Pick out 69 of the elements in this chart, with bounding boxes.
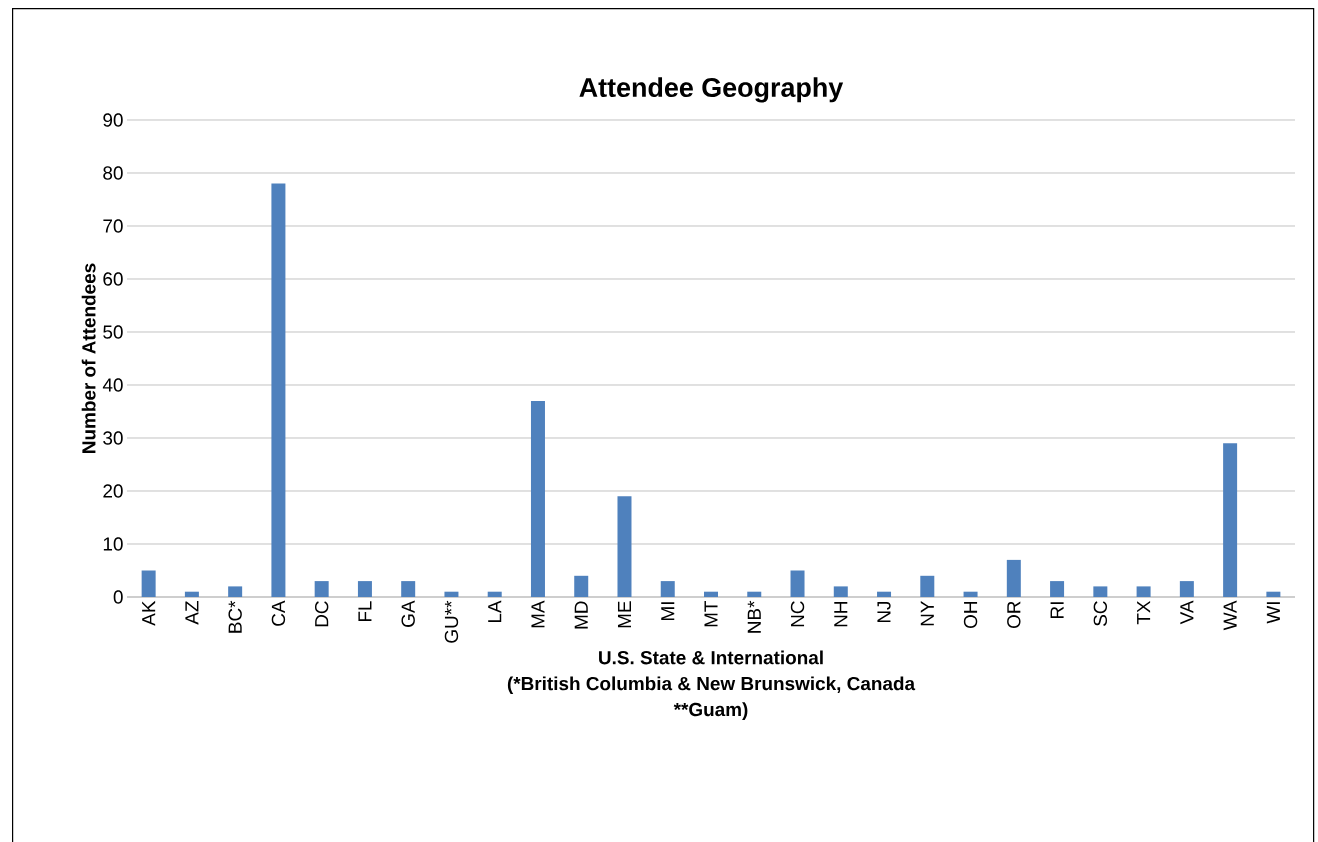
x-tick-label: RI bbox=[1050, 602, 1064, 618]
x-tick-label: MD bbox=[574, 601, 588, 629]
bar bbox=[228, 586, 243, 597]
x-axis-title: U.S. State & International bbox=[599, 650, 823, 665]
bar bbox=[401, 581, 416, 597]
y-tick-label: 90 bbox=[103, 113, 123, 127]
y-tick-label: 10 bbox=[103, 537, 123, 551]
x-tick-label: BC* bbox=[228, 600, 242, 633]
y-tick-label: 20 bbox=[103, 484, 123, 498]
x-tick-label: NH bbox=[834, 602, 848, 627]
x-tick-label: MI bbox=[661, 602, 675, 620]
x-tick-label: WI bbox=[1266, 602, 1280, 624]
x-tick-label: OH bbox=[963, 602, 978, 629]
text: (*British Columbia & New Brunswick, Canada bbox=[507, 676, 916, 695]
bar bbox=[444, 591, 459, 597]
x-tick-label: MT bbox=[704, 600, 718, 627]
bar bbox=[487, 591, 502, 597]
bar bbox=[833, 586, 848, 597]
x-tick-label: VA bbox=[1180, 600, 1194, 625]
bar bbox=[877, 591, 892, 597]
bar bbox=[1006, 559, 1021, 597]
bar bbox=[1136, 586, 1151, 597]
bar bbox=[963, 591, 978, 597]
x-tick-label: GA bbox=[401, 600, 415, 627]
bar bbox=[357, 581, 372, 597]
x-tick-label: FL bbox=[358, 601, 372, 622]
bar bbox=[271, 183, 286, 597]
bar bbox=[574, 575, 589, 597]
bar bbox=[747, 591, 762, 597]
x-tick-label: AK bbox=[142, 600, 156, 626]
x-tick-label: SC bbox=[1093, 601, 1108, 626]
bar bbox=[314, 581, 329, 597]
x-tick-label: NB* bbox=[747, 600, 761, 633]
y-axis-title: Number of Attendees bbox=[81, 263, 96, 453]
bar bbox=[1223, 443, 1238, 597]
chart-title: Attendee Geography bbox=[579, 77, 844, 103]
bar bbox=[920, 575, 935, 597]
x-tick-label: GU** bbox=[444, 600, 459, 643]
bar bbox=[141, 570, 156, 597]
y-tick-label: 50 bbox=[103, 325, 123, 339]
bar bbox=[1050, 581, 1065, 597]
x-tick-label: CA bbox=[271, 600, 286, 626]
text: **Guam) bbox=[673, 702, 748, 720]
x-tick-label: LA bbox=[488, 600, 502, 623]
bar bbox=[704, 591, 719, 597]
y-tick-label: 60 bbox=[103, 272, 123, 286]
y-tick-label: 80 bbox=[103, 166, 123, 180]
x-tick-label: TX bbox=[1137, 600, 1151, 625]
y-tick-label: 0 bbox=[113, 590, 123, 604]
bar bbox=[530, 400, 545, 597]
x-tick-label: AZ bbox=[185, 601, 199, 625]
y-tick-label: 30 bbox=[103, 431, 123, 445]
x-tick-label: NC bbox=[790, 601, 805, 627]
bar bbox=[660, 581, 675, 597]
x-tick-label: WA bbox=[1223, 600, 1237, 631]
x-tick-label: DC bbox=[314, 601, 329, 627]
x-tick-label: MA bbox=[531, 600, 545, 628]
x-tick-label: ME bbox=[617, 601, 631, 628]
y-tick-label: 40 bbox=[102, 378, 123, 392]
bar bbox=[790, 570, 805, 597]
x-tick-label: NY bbox=[920, 600, 934, 626]
bar bbox=[617, 496, 632, 597]
x-tick-label: OR bbox=[1007, 601, 1021, 629]
bar bbox=[1093, 586, 1108, 597]
y-tick-label: 70 bbox=[103, 219, 123, 233]
bar bbox=[184, 591, 199, 597]
bar bbox=[1266, 591, 1281, 597]
bar bbox=[1179, 581, 1194, 597]
x-tick-label: NJ bbox=[877, 601, 891, 623]
